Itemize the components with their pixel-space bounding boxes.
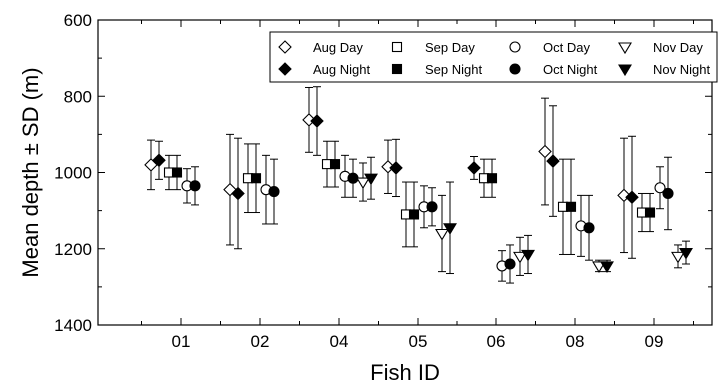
data-point	[329, 159, 341, 170]
x-tick-label: 05	[409, 332, 428, 351]
x-tick-label: 02	[251, 332, 270, 351]
data-point	[381, 160, 395, 174]
legend-label: Oct Day	[543, 40, 590, 55]
legend-marker	[278, 62, 292, 76]
y-axis-title: Mean depth ± SD (m)	[18, 67, 43, 277]
axes: 600 800 1000 1200 1400 01 02 04 05 06 08 09	[54, 11, 713, 351]
data-point	[600, 261, 614, 273]
data-point	[152, 153, 166, 168]
data-point	[171, 167, 183, 178]
legend-marker	[618, 64, 632, 77]
legend-label: Sep Night	[425, 62, 482, 77]
data-point	[546, 154, 560, 168]
data-point	[486, 173, 498, 184]
data-point	[435, 228, 449, 241]
x-tick-label: 01	[172, 332, 191, 351]
data-point	[565, 201, 577, 212]
data-point	[408, 209, 420, 220]
data-point	[443, 223, 457, 235]
x-tick-label: 06	[487, 332, 506, 351]
y-tick-label: 600	[64, 11, 92, 30]
legend-marker	[278, 40, 292, 54]
data-point	[625, 190, 639, 205]
data-point	[302, 113, 316, 127]
x-axis-title: Fish ID	[370, 360, 440, 384]
x-tick-label: 04	[330, 332, 349, 351]
data-point	[389, 161, 403, 175]
data-point	[504, 258, 516, 270]
data-point	[231, 186, 245, 201]
data-point	[467, 161, 481, 175]
data-point	[268, 186, 280, 198]
legend-label: Nov Night	[653, 62, 710, 77]
y-tick-label: 800	[64, 87, 92, 106]
data-point	[426, 201, 438, 213]
legend-label: Sep Day	[425, 40, 475, 55]
data-point	[189, 180, 201, 192]
data-point	[644, 207, 656, 218]
data-point	[310, 114, 324, 128]
y-tick-label: 1000	[54, 164, 92, 183]
legend-marker	[618, 42, 632, 55]
y-tick-label: 1400	[54, 316, 92, 335]
legend-label: Nov Day	[653, 40, 703, 55]
legend-marker	[509, 63, 521, 75]
legend: Aug Day Aug Night Sep Day Sep Night Oct Day O…	[269, 31, 718, 83]
legend-marker	[391, 63, 403, 75]
legend-marker	[391, 41, 403, 53]
data-point	[538, 144, 552, 159]
data-point	[356, 177, 370, 190]
x-tick-label: 09	[645, 332, 664, 351]
data-point	[679, 248, 693, 260]
data-point	[671, 251, 685, 264]
legend-box	[269, 31, 718, 83]
legend-label: Aug Night	[313, 62, 370, 77]
data-point	[521, 249, 535, 262]
legend-marker	[509, 41, 521, 53]
data-point	[654, 182, 666, 194]
data-point	[513, 251, 527, 264]
data-points	[144, 113, 693, 273]
data-point	[662, 187, 674, 200]
data-point	[583, 222, 595, 234]
legend-label: Aug Day	[313, 40, 363, 55]
data-point	[364, 173, 378, 186]
legend-label: Oct Night	[543, 62, 598, 77]
data-point	[250, 173, 262, 184]
x-tick-label: 08	[566, 332, 585, 351]
y-tick-label: 1200	[54, 240, 92, 259]
